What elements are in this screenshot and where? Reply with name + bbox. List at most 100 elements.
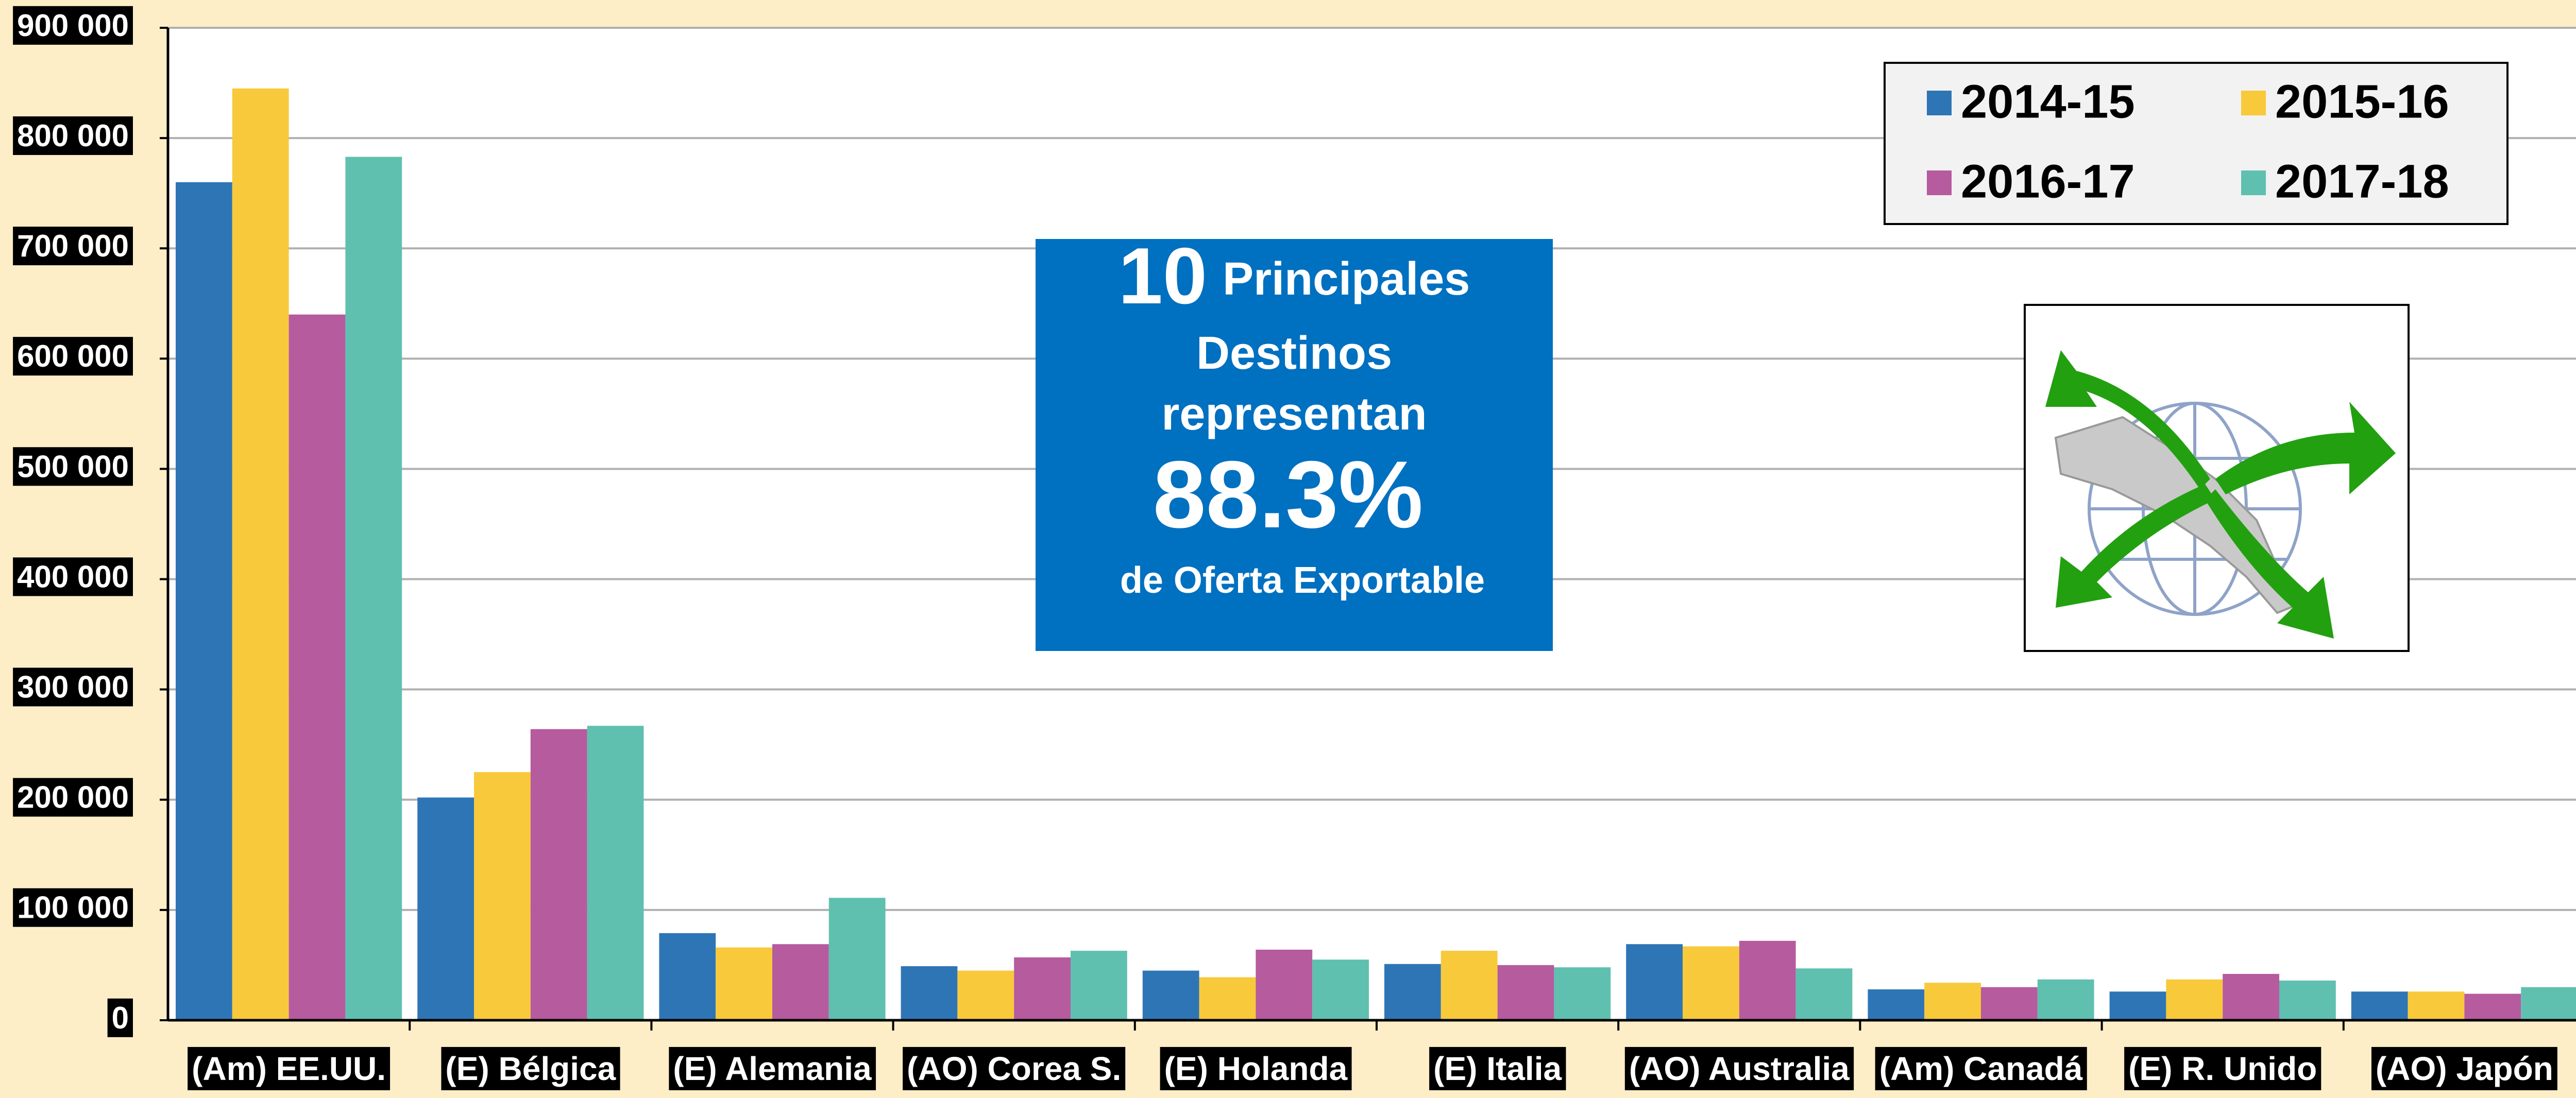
x-tick-label: (E) R. Unido bbox=[2128, 1050, 2317, 1087]
bar bbox=[2223, 974, 2279, 1020]
bar bbox=[957, 970, 1014, 1020]
bar bbox=[2521, 987, 2576, 1020]
bar bbox=[659, 933, 716, 1020]
bar bbox=[2408, 991, 2465, 1020]
bar bbox=[345, 157, 402, 1020]
bar bbox=[2464, 993, 2521, 1020]
legend-swatch bbox=[1927, 91, 1952, 115]
bar bbox=[1924, 983, 1981, 1020]
bar bbox=[828, 898, 886, 1020]
bar bbox=[2166, 979, 2223, 1020]
annotation-footer: de Oferta Exportable bbox=[1120, 560, 1485, 601]
annotation-bg bbox=[1036, 239, 1553, 651]
bar bbox=[1626, 944, 1683, 1020]
legend-box bbox=[1884, 62, 2509, 225]
bar bbox=[1312, 959, 1369, 1020]
label-bg bbox=[669, 1046, 876, 1090]
x-tick-label: (Am) Canadá bbox=[1879, 1050, 2083, 1087]
bar bbox=[176, 182, 232, 1020]
x-tick-label: (E) Alemania bbox=[673, 1050, 872, 1087]
label-bg bbox=[2124, 1046, 2321, 1090]
y-tick-label: 800 000 bbox=[17, 118, 129, 153]
y-tick-label: 900 000 bbox=[17, 8, 129, 43]
annotation-line: Principales bbox=[1223, 253, 1470, 305]
legend: 2014-15 2015-16 2016-17 2017-18 bbox=[1884, 62, 2509, 225]
label-bg bbox=[13, 447, 133, 486]
bar bbox=[289, 314, 346, 1020]
legend-swatch bbox=[2241, 91, 2266, 115]
label-bg bbox=[13, 667, 133, 707]
y-tick-label: 600 000 bbox=[17, 339, 129, 373]
label-bg bbox=[13, 778, 133, 817]
x-tick-label: (E) Holanda bbox=[1164, 1050, 1348, 1087]
x-tick-label: (AO) Australia bbox=[1629, 1050, 1850, 1087]
label-bg bbox=[2371, 1046, 2557, 1090]
bar bbox=[530, 729, 587, 1020]
bar bbox=[901, 966, 958, 1020]
y-tick-label: 200 000 bbox=[17, 780, 129, 815]
bar bbox=[417, 797, 474, 1020]
bar bbox=[1868, 989, 1925, 1020]
bar bbox=[1683, 946, 1739, 1020]
y-tick-label: 100 000 bbox=[17, 890, 129, 925]
annotation-line: Destinos bbox=[1196, 328, 1392, 379]
globe-icon bbox=[2024, 304, 2410, 652]
label-bg bbox=[13, 227, 133, 266]
bar bbox=[1199, 977, 1256, 1020]
y-tick-label: 0 bbox=[112, 1001, 129, 1035]
bar bbox=[2109, 991, 2166, 1020]
annotation-headline: 10 Principales bbox=[1118, 231, 1470, 320]
bars bbox=[176, 88, 2576, 1020]
bar bbox=[1142, 970, 1199, 1020]
legend-swatch bbox=[2241, 170, 2266, 195]
x-tick-label: (AO) Corea S. bbox=[907, 1050, 1121, 1087]
bar bbox=[1497, 965, 1554, 1020]
y-tick-label: 500 000 bbox=[17, 449, 129, 484]
arrows bbox=[2045, 350, 2396, 639]
annotation-percent: 88.3% bbox=[1153, 442, 1423, 548]
bar bbox=[2351, 991, 2408, 1020]
label-bg bbox=[1875, 1046, 2087, 1090]
bar bbox=[474, 772, 531, 1020]
x-tick-label: (AO) Japón bbox=[2376, 1050, 2553, 1087]
label-bg bbox=[1624, 1046, 1854, 1090]
label-bg bbox=[1160, 1046, 1352, 1090]
label-bg bbox=[13, 116, 133, 155]
bar bbox=[1795, 968, 1853, 1020]
label-bg bbox=[13, 888, 133, 927]
annotation-box: 10 Principales Destinos representan 88.3%… bbox=[1036, 231, 1553, 651]
bar bbox=[1440, 951, 1498, 1020]
annotation-number: 10 bbox=[1118, 231, 1207, 320]
bar bbox=[1981, 987, 2038, 1020]
x-tick-label: (E) Bélgica bbox=[445, 1050, 616, 1087]
label-bg bbox=[441, 1046, 620, 1090]
y-tick-label: 300 000 bbox=[17, 670, 129, 705]
bar bbox=[2279, 980, 2336, 1020]
legend-swatch bbox=[1927, 170, 1952, 195]
axes: 0 100 000 200 000 300 000 400 000 500 000 600 … bbox=[13, 6, 2576, 1090]
bar bbox=[1014, 957, 1071, 1020]
bar bbox=[772, 944, 829, 1020]
legend-label: 2014-15 bbox=[1961, 75, 2135, 128]
bar bbox=[1384, 964, 1441, 1020]
label-bg bbox=[107, 998, 133, 1037]
x-tick-label: (E) Italia bbox=[1433, 1050, 1562, 1087]
label-bg bbox=[188, 1046, 391, 1090]
bar bbox=[587, 726, 644, 1020]
legend-label: 2015-16 bbox=[2275, 75, 2449, 128]
legend-label: 2016-17 bbox=[1961, 155, 2135, 208]
bar bbox=[232, 88, 289, 1020]
bar bbox=[1739, 940, 1796, 1020]
annotation-line: representan bbox=[1161, 388, 1427, 440]
y-tick-label: 700 000 bbox=[17, 229, 129, 263]
legend-label: 2017-18 bbox=[2275, 155, 2449, 208]
legend-items: 2014-15 2015-16 2016-17 2017-18 bbox=[1927, 75, 2449, 208]
label-bg bbox=[13, 557, 133, 596]
label-bg bbox=[903, 1046, 1126, 1090]
label-bg bbox=[1429, 1046, 1566, 1090]
bar bbox=[1071, 951, 1127, 1020]
label-bg bbox=[13, 6, 133, 45]
bar bbox=[2037, 979, 2094, 1020]
y-tick-label: 400 000 bbox=[17, 559, 129, 594]
